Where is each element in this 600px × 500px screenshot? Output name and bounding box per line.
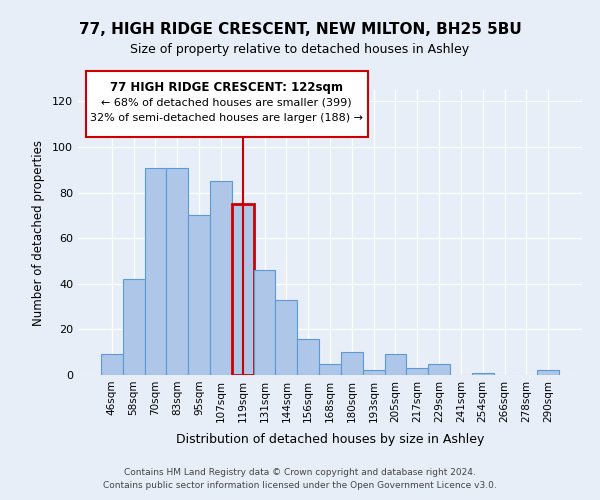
Text: 77 HIGH RIDGE CRESCENT: 122sqm: 77 HIGH RIDGE CRESCENT: 122sqm (110, 82, 343, 94)
Bar (385, 354, 406, 375)
Bar (232, 204, 254, 375)
Bar (341, 352, 363, 375)
Bar (210, 181, 232, 375)
Bar (297, 338, 319, 375)
Bar (145, 168, 166, 375)
Text: 77, HIGH RIDGE CRESCENT, NEW MILTON, BH25 5BU: 77, HIGH RIDGE CRESCENT, NEW MILTON, BH2… (79, 22, 521, 38)
Bar (254, 270, 275, 375)
Bar (406, 368, 428, 375)
Y-axis label: Number of detached properties: Number of detached properties (32, 140, 45, 326)
Bar (537, 370, 559, 375)
Bar (363, 370, 385, 375)
Bar (188, 216, 210, 375)
Bar (428, 364, 450, 375)
Bar (472, 372, 494, 375)
Bar (123, 279, 145, 375)
Text: ← 68% of detached houses are smaller (399): ← 68% of detached houses are smaller (39… (101, 97, 352, 107)
Bar (166, 168, 188, 375)
FancyBboxPatch shape (86, 72, 368, 137)
Text: Size of property relative to detached houses in Ashley: Size of property relative to detached ho… (130, 42, 470, 56)
Bar (275, 300, 297, 375)
Bar (319, 364, 341, 375)
Text: Contains HM Land Registry data © Crown copyright and database right 2024.
Contai: Contains HM Land Registry data © Crown c… (103, 468, 497, 490)
Text: 32% of semi-detached houses are larger (188) →: 32% of semi-detached houses are larger (… (90, 113, 363, 123)
Bar (101, 354, 123, 375)
X-axis label: Distribution of detached houses by size in Ashley: Distribution of detached houses by size … (176, 433, 484, 446)
